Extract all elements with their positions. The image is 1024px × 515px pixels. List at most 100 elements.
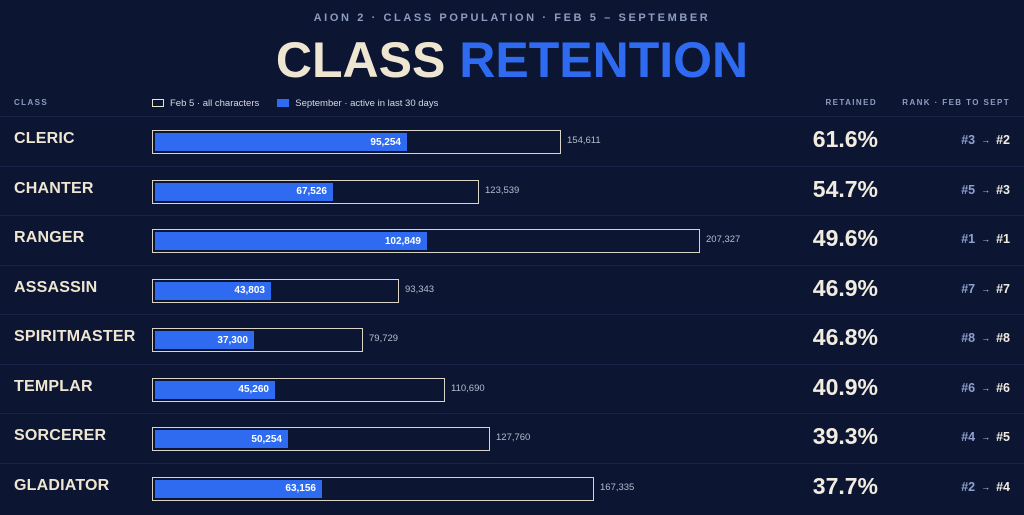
feb-value-label: 207,327 xyxy=(706,234,741,245)
sept-value-label: 37,300 xyxy=(217,334,248,346)
retained-percent: 37.7% xyxy=(812,472,878,499)
rank-from: #4 xyxy=(961,430,976,444)
arrow-right-icon: → xyxy=(981,382,991,393)
feb-bar: 102,849 xyxy=(152,229,700,253)
table-row: TEMPLAR 45,260 110,690 40.9% #6 → #6 xyxy=(0,363,1024,414)
rank-from: #3 xyxy=(961,133,976,147)
class-label: CLERIC xyxy=(14,130,75,147)
table-row: GLADIATOR 63,156 167,335 37.7% #2 → #4 xyxy=(0,462,1024,513)
retained-percent: 39.3% xyxy=(812,423,878,449)
sept-value-label: 67,526 xyxy=(296,186,327,197)
arrow-right-icon: → xyxy=(981,135,991,145)
feb-value-label: 127,760 xyxy=(496,432,531,443)
retained-percent: 40.9% xyxy=(812,373,878,400)
rank-to: #2 xyxy=(996,133,1010,147)
rank-change: #7 → #7 xyxy=(961,282,1010,296)
feb-bar: 67,526 xyxy=(152,179,479,204)
feb-value-label: 93,343 xyxy=(405,283,435,295)
sept-bar: 50,254 xyxy=(155,430,288,448)
sept-bar: 67,526 xyxy=(155,182,333,201)
retained-percent: 49.6% xyxy=(812,225,878,251)
class-label: SORCERER xyxy=(14,427,107,444)
feb-value-label: 79,729 xyxy=(369,333,399,344)
sept-bar: 63,156 xyxy=(155,479,322,498)
legend-swatch-feb xyxy=(152,99,164,107)
rank-from: #8 xyxy=(961,331,976,345)
retained-percent: 61.6% xyxy=(812,126,878,152)
rank-to: #6 xyxy=(996,380,1010,395)
table-row: SORCERER 50,254 127,760 39.3% #4 → #5 xyxy=(0,413,1024,463)
retained-percent: 46.8% xyxy=(812,324,878,350)
sept-bar: 45,260 xyxy=(155,380,275,399)
retained-percent: 46.9% xyxy=(812,274,878,301)
rank-from: #2 xyxy=(961,479,976,494)
sept-bar: 37,300 xyxy=(155,331,254,349)
feb-value-label: 167,335 xyxy=(600,481,635,493)
retained-percent: 54.7% xyxy=(812,175,878,202)
sept-value-label: 63,156 xyxy=(285,483,316,494)
rank-change: #6 → #6 xyxy=(961,381,1010,395)
feb-value-label: 110,690 xyxy=(451,382,485,394)
legend: Feb 5 · all characters September · activ… xyxy=(152,96,438,110)
sept-value-label: 50,254 xyxy=(251,433,282,445)
legend-label-sept: September · active in last 30 days xyxy=(295,97,439,109)
page-title: CLASS RETENTION xyxy=(0,30,1024,90)
feb-bar: 45,260 xyxy=(152,377,445,402)
rank-to: #7 xyxy=(996,281,1010,296)
rank-change: #8 → #8 xyxy=(961,331,1010,345)
feb-bar: 43,803 xyxy=(152,278,399,303)
sept-value-label: 102,849 xyxy=(384,235,421,247)
title-word-class: CLASS xyxy=(275,32,446,88)
arrow-right-icon: → xyxy=(981,432,991,442)
rank-from: #7 xyxy=(961,281,976,296)
table-row: SPIRITMASTER 37,300 79,729 46.8% #8 → #8 xyxy=(0,314,1024,364)
class-label: SPIRITMASTER xyxy=(14,328,136,345)
arrow-right-icon: → xyxy=(981,234,991,244)
table-row: CHANTER 67,526 123,539 54.7% #5 → #3 xyxy=(0,165,1024,216)
rank-to: #8 xyxy=(996,331,1010,345)
class-label: CHANTER xyxy=(14,179,94,197)
arrow-right-icon: → xyxy=(981,184,991,195)
rank-to: #1 xyxy=(996,232,1010,246)
class-label: GLADIATOR xyxy=(14,476,110,494)
rank-to: #3 xyxy=(996,182,1010,197)
arrow-right-icon: → xyxy=(981,481,991,492)
feb-value-label: 123,539 xyxy=(485,184,520,196)
rank-change: #4 → #5 xyxy=(961,430,1010,444)
feb-bar: 63,156 xyxy=(152,476,594,501)
rank-from: #1 xyxy=(961,232,976,246)
class-label: TEMPLAR xyxy=(14,377,93,395)
sept-value-label: 43,803 xyxy=(234,285,265,296)
sept-value-label: 95,254 xyxy=(370,136,401,148)
rank-change: #1 → #1 xyxy=(961,232,1010,246)
table-row: ASSASSIN 43,803 93,343 46.9% #7 → #7 xyxy=(0,264,1024,315)
arrow-right-icon: → xyxy=(981,283,991,294)
column-header-class: CLASS xyxy=(14,98,49,107)
rank-from: #6 xyxy=(961,380,976,395)
class-label: ASSASSIN xyxy=(14,278,98,296)
rank-from: #5 xyxy=(961,182,976,197)
feb-bar: 50,254 xyxy=(152,427,490,451)
rank-to: #5 xyxy=(996,430,1010,444)
rank-change: #2 → #4 xyxy=(961,480,1010,494)
legend-label-feb: Feb 5 · all characters xyxy=(170,97,260,109)
rank-change: #5 → #3 xyxy=(961,183,1010,197)
sept-bar: 95,254 xyxy=(155,133,407,151)
rank-change: #3 → #2 xyxy=(961,133,1010,147)
column-header-retained: RETAINED xyxy=(825,98,877,107)
feb-value-label: 154,611 xyxy=(567,135,601,146)
table-row: RANGER 102,849 207,327 49.6% #1 → #1 xyxy=(0,215,1024,265)
rank-to: #4 xyxy=(996,479,1010,494)
kicker-subtitle: AION 2 · CLASS POPULATION · FEB 5 – SEPT… xyxy=(313,12,711,24)
sept-value-label: 45,260 xyxy=(238,384,269,395)
feb-bar: 95,254 xyxy=(152,130,561,154)
sept-bar: 43,803 xyxy=(155,281,271,300)
title-word-retention: RETENTION xyxy=(459,32,749,88)
column-header-rank: RANK · FEB TO SEPT xyxy=(902,98,1010,107)
legend-swatch-sept xyxy=(277,99,290,107)
sept-bar: 102,849 xyxy=(155,232,427,250)
class-label: RANGER xyxy=(14,229,85,246)
table-row: CLERIC 95,254 154,611 61.6% #3 → #2 xyxy=(0,116,1024,166)
feb-bar: 37,300 xyxy=(152,328,363,352)
